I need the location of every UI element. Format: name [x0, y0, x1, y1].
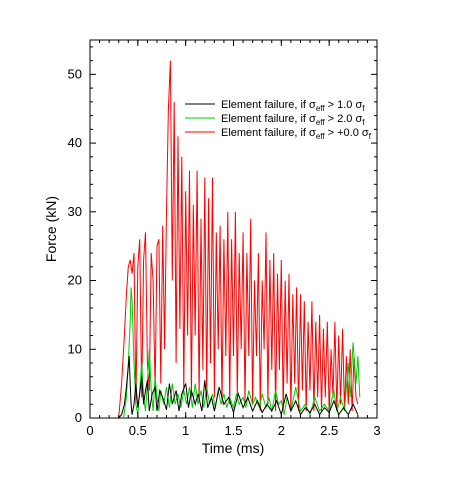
y-axis-ticks: 0 10 20 30 40 50 [68, 46, 377, 425]
y-tick-label: 30 [68, 204, 82, 219]
x-axis-ticks: 0 0.5 1 1.5 2 2.5 3 [86, 40, 381, 438]
y-tick-label: 50 [68, 66, 82, 81]
x-tick-label: 1 [182, 423, 189, 438]
y-tick-label: 40 [68, 135, 82, 150]
legend: Element failure, if σeff > 1.0 σfElement… [185, 99, 372, 141]
x-tick-label: 2 [278, 423, 285, 438]
legend-label-2: Element failure, if σeff > 2.0 σf [221, 113, 365, 127]
series-layer [118, 60, 361, 419]
y-axis-title: Force (kN) [43, 196, 59, 262]
x-tick-label: 1.5 [224, 423, 242, 438]
y-tick-label: 0 [75, 410, 82, 425]
x-tick-label: 3 [373, 423, 380, 438]
x-tick-label: 0.5 [129, 423, 147, 438]
series-line-1 [118, 356, 359, 419]
y-tick-label: 10 [68, 341, 82, 356]
series-line-2 [123, 287, 361, 419]
y-tick-label: 20 [68, 273, 82, 288]
x-tick-label: 0 [86, 423, 93, 438]
series-line-3 [118, 60, 359, 419]
x-axis-title: Time (ms) [202, 440, 264, 456]
legend-label-1: Element failure, if σeff > 1.0 σf [221, 99, 365, 113]
legend-label-3: Element failure, if σeff > +0.0 σf [221, 127, 372, 141]
x-tick-label: 2.5 [320, 423, 338, 438]
